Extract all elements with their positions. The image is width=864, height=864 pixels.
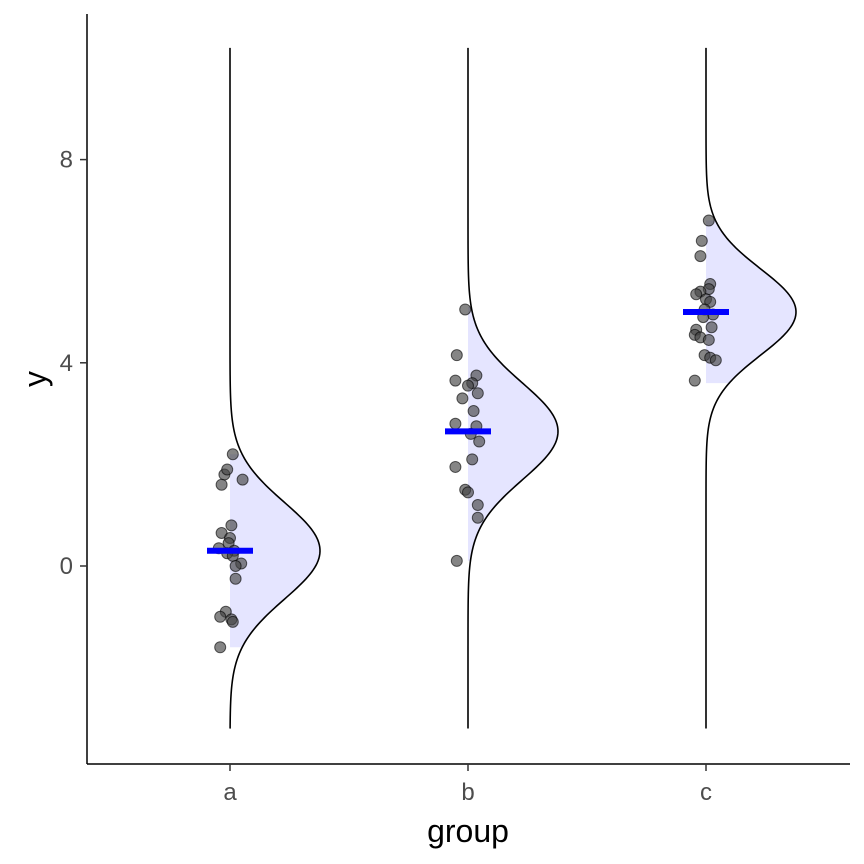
y-axis-title: y — [17, 371, 53, 387]
data-point — [225, 519, 238, 532]
violin-outline-a — [229, 47, 321, 729]
data-point — [462, 486, 474, 499]
data-point — [702, 333, 715, 346]
data-point — [215, 478, 228, 491]
y-tick-label: 8 — [60, 147, 73, 174]
data-point — [705, 321, 718, 334]
violin-fill-a — [230, 454, 320, 648]
data-point — [449, 374, 462, 387]
data-point — [695, 234, 708, 247]
violin-fill-c — [706, 220, 796, 384]
violin-layer — [229, 47, 797, 729]
data-point — [236, 473, 249, 486]
data-point — [709, 354, 722, 367]
data-point — [459, 303, 472, 316]
data-point — [214, 610, 227, 623]
data-point — [226, 615, 239, 628]
data-point — [466, 453, 479, 466]
data-point — [229, 572, 242, 585]
data-point — [214, 641, 227, 654]
data-point — [702, 214, 715, 227]
x-tick-label-c: c — [700, 779, 712, 806]
data-point — [471, 387, 484, 400]
x-ticks: a b c — [223, 764, 712, 806]
data-point — [221, 463, 234, 476]
data-point — [467, 405, 480, 418]
data-point — [471, 499, 484, 512]
points-layer — [212, 214, 722, 654]
x-tick-label-b: b — [461, 779, 474, 806]
y-ticks: 0 4 8 — [60, 147, 87, 580]
data-point — [226, 448, 239, 461]
x-tick-label-a: a — [223, 779, 237, 806]
y-tick-label: 0 — [60, 553, 73, 580]
data-point — [450, 554, 463, 567]
data-point — [690, 288, 703, 301]
violin-outline-b — [467, 47, 559, 729]
violin-outline-c — [705, 47, 797, 729]
data-point — [462, 379, 474, 392]
violin-fill-b — [468, 306, 558, 561]
x-axis-title: group — [427, 813, 509, 849]
data-point — [449, 417, 462, 430]
mean-bars-layer — [207, 309, 729, 554]
data-point — [694, 250, 707, 263]
data-point — [471, 511, 484, 524]
data-point — [449, 460, 462, 473]
y-tick-label: 4 — [60, 350, 73, 377]
data-point — [456, 392, 469, 405]
data-point — [229, 560, 242, 572]
data-point — [450, 349, 463, 362]
data-point — [688, 374, 701, 387]
data-point — [473, 435, 486, 448]
